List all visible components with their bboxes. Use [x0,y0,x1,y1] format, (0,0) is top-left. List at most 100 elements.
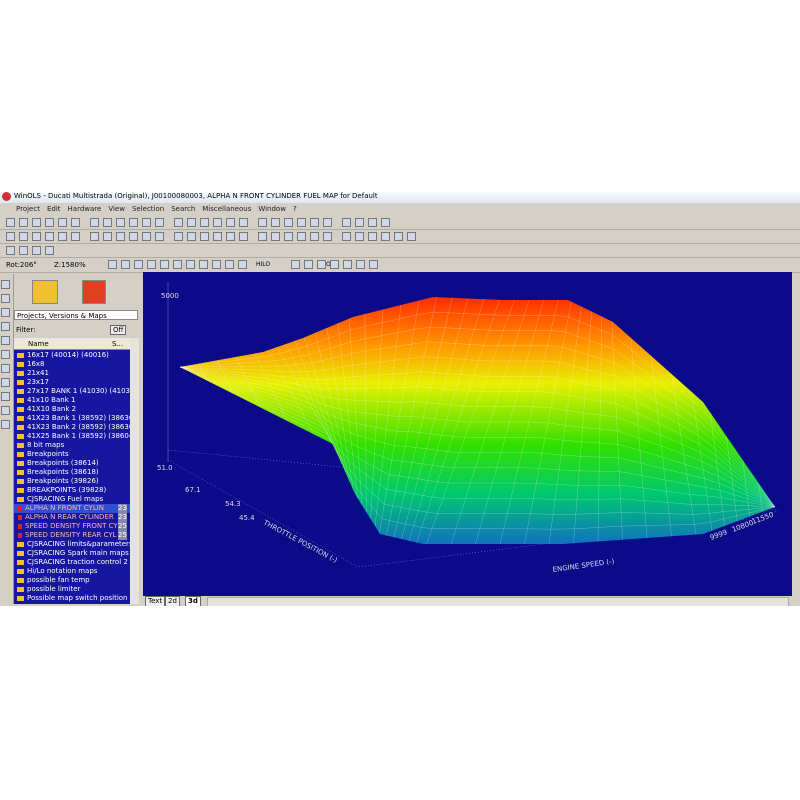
side-button[interactable] [1,294,10,303]
toolbar-button[interactable] [45,246,54,255]
toolbar-button[interactable] [129,232,138,241]
toolbar-button[interactable] [173,260,182,269]
toolbar-button[interactable] [6,246,15,255]
toolbar-button[interactable] [225,260,234,269]
folder-item[interactable]: 27x17 BANK 1 (41030) (41032 [14,387,130,396]
menu-item[interactable]: View [108,205,125,213]
toolbar-button[interactable] [213,232,222,241]
side-button[interactable] [1,350,10,359]
folder-item[interactable]: possible limiter [14,585,130,594]
folder-item[interactable]: 16x8 [14,360,130,369]
toolbar-button[interactable] [369,260,378,269]
menu-item[interactable]: Selection [131,205,165,213]
toolbar-button[interactable] [297,232,306,241]
toolbar-button[interactable] [342,218,351,227]
toolbar-button[interactable] [330,260,339,269]
menu-item[interactable]: ? [292,205,297,213]
side-button[interactable] [1,392,10,401]
map-item[interactable]: SPEED DENSITY REAR CYL 25 [14,531,130,540]
toolbar-button[interactable] [212,260,221,269]
toolbar-button[interactable] [121,260,130,269]
view-tab[interactable]: 2d [165,596,180,606]
toolbar-button[interactable] [258,232,267,241]
toolbar-button[interactable] [258,218,267,227]
toolbar-button[interactable] [142,218,151,227]
folder-item[interactable]: 41x10 Bank 1 [14,396,130,405]
toolbar-button[interactable] [90,232,99,241]
toolbar-button[interactable] [343,260,352,269]
side-button[interactable] [1,378,10,387]
toolbar-button[interactable] [58,232,67,241]
folder-item[interactable]: 41X23 Bank 1 (38592) (38630 [14,414,130,423]
open-button[interactable] [32,280,58,304]
toolbar-button[interactable] [271,218,280,227]
toolbar-button[interactable] [310,232,319,241]
toolbar-button[interactable] [6,232,15,241]
side-button[interactable] [1,308,10,317]
folder-item[interactable]: Breakpoints (38618) [14,468,130,477]
toolbar-button[interactable] [200,232,209,241]
toolbar-button[interactable] [32,232,41,241]
toolbar-button[interactable] [239,232,248,241]
side-button[interactable] [1,336,10,345]
toolbar-button[interactable] [310,218,319,227]
h-scrollbar[interactable] [207,597,789,606]
folder-item[interactable]: CJSRACING traction control 2 [14,558,130,567]
toolbar-button[interactable] [304,260,313,269]
folder-item[interactable]: Breakpoints (38614) [14,459,130,468]
side-button[interactable] [1,280,10,289]
side-button[interactable] [1,364,10,373]
toolbar-button[interactable] [239,218,248,227]
toolbar-button[interactable] [116,218,125,227]
toolbar-button[interactable] [45,232,54,241]
rotation[interactable]: Rot:206° [6,261,37,269]
toolbar-button[interactable] [103,218,112,227]
folder-item[interactable]: CJSRACING Fuel maps [14,495,130,504]
toolbar-button[interactable] [103,232,112,241]
toolbar-button[interactable] [317,260,326,269]
toolbar-button[interactable] [19,232,28,241]
menu-item[interactable]: Project [16,205,40,213]
toolbar-button[interactable] [238,260,247,269]
folder-item[interactable]: Breakpoints (39826) [14,477,130,486]
map-item[interactable]: ALPHA N REAR CYLINDER 23 [14,513,130,522]
toolbar-button[interactable] [297,218,306,227]
toolbar-button[interactable] [323,232,332,241]
side-button[interactable] [1,322,10,331]
zoom[interactable]: Z:1580% [54,261,86,269]
folder-item[interactable]: 23x17 [14,378,130,387]
toolbar-button[interactable] [6,218,15,227]
toolbar-button[interactable] [19,218,28,227]
toolbar-button[interactable] [108,260,117,269]
toolbar-button[interactable] [381,232,390,241]
toolbar-button[interactable] [71,218,80,227]
toolbar-button[interactable] [291,260,300,269]
toolbar-button[interactable] [200,218,209,227]
toolbar-button[interactable] [58,218,67,227]
side-button[interactable] [1,406,10,415]
menu-item[interactable]: Hardware [67,205,102,213]
hilo-button[interactable]: HILO [256,261,271,268]
filter-off[interactable]: Off [110,325,127,335]
toolbar-button[interactable] [355,232,364,241]
map-item[interactable]: ALPHA N FRONT CYLIN 23 [14,504,130,513]
toolbar-button[interactable] [394,232,403,241]
folder-item[interactable]: CJSRACING Spark main maps [14,549,130,558]
scrollbar[interactable] [130,338,139,604]
toolbar-button[interactable] [213,218,222,227]
import-button[interactable] [82,280,106,304]
folder-item[interactable]: Breakpoints [14,450,130,459]
folder-item[interactable]: 8 bit maps [14,441,130,450]
side-button[interactable] [1,420,10,429]
toolbar-button[interactable] [129,218,138,227]
toolbar-button[interactable] [284,218,293,227]
folder-item[interactable]: Hi/Lo notation maps [14,567,130,576]
toolbar-button[interactable] [226,218,235,227]
toolbar-button[interactable] [186,260,195,269]
toolbar-button[interactable] [187,232,196,241]
folder-item[interactable]: possible fan temp [14,576,130,585]
toolbar-button[interactable] [134,260,143,269]
toolbar-button[interactable] [19,246,28,255]
toolbar-button[interactable] [355,218,364,227]
toolbar-button[interactable] [32,246,41,255]
